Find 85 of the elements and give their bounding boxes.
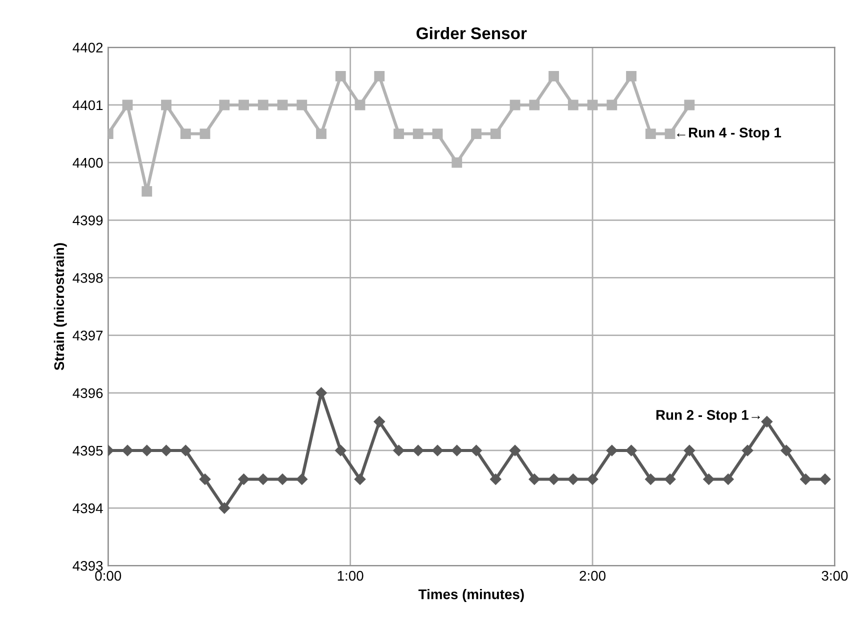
point (412, 128, 424, 139)
point (393, 444, 404, 456)
annotation: ←Run 4 - Stop 1 (677, 128, 782, 140)
point (471, 128, 482, 139)
y-tick-label: 4397 (72, 330, 103, 340)
point (742, 444, 754, 456)
x-tick-label: 2:00 (580, 570, 606, 581)
x-axis-title: Times (minutes) (418, 589, 524, 602)
point (470, 444, 482, 456)
point (122, 444, 134, 456)
point (141, 444, 152, 456)
point (412, 444, 424, 456)
point (374, 416, 385, 428)
point (432, 128, 443, 139)
x-tick-label: 0:00 (95, 570, 122, 581)
point (684, 100, 695, 110)
point (761, 416, 773, 428)
point (664, 128, 676, 139)
y-tick-label: 4393 (72, 560, 103, 571)
point (142, 186, 152, 197)
y-tick-label: 4398 (72, 273, 103, 283)
point (335, 70, 346, 82)
y-tick-label: 4395 (72, 446, 103, 456)
point (452, 157, 462, 168)
point (258, 100, 268, 110)
point (606, 100, 618, 110)
point (529, 100, 540, 110)
point (548, 474, 560, 485)
point (780, 444, 792, 456)
point (587, 100, 598, 110)
point (490, 128, 501, 139)
point (586, 474, 598, 485)
point (238, 474, 250, 485)
point (296, 474, 308, 485)
point (703, 474, 714, 485)
point (664, 474, 676, 485)
point (219, 100, 230, 110)
y-tick-label: 4401 (72, 100, 103, 110)
point (238, 100, 249, 110)
point (645, 474, 656, 485)
point (180, 444, 192, 456)
x-tick-label: 3:00 (822, 570, 848, 581)
point (722, 474, 734, 485)
point (626, 444, 637, 456)
chart-title: Girder Sensor (416, 26, 527, 40)
point (161, 100, 172, 110)
point (490, 474, 502, 485)
point (258, 474, 269, 485)
point (568, 100, 578, 110)
x-tick-label: 1:00 (338, 570, 364, 581)
point (645, 128, 656, 139)
point (296, 100, 308, 110)
point (626, 70, 636, 82)
point (122, 100, 133, 110)
point (394, 128, 404, 139)
y-tick-label: 4402 (72, 42, 103, 53)
point (277, 100, 288, 110)
annotation: Run 2 - Stop 1→ (656, 410, 760, 423)
point (354, 100, 366, 110)
point (509, 444, 521, 456)
point (218, 502, 230, 514)
point (335, 444, 346, 456)
y-tick-label: 4394 (72, 503, 103, 514)
y-tick-label: 4399 (72, 215, 103, 226)
point (354, 474, 366, 485)
point (510, 100, 520, 110)
point (432, 444, 444, 456)
point (800, 474, 812, 485)
point (548, 70, 559, 82)
point (316, 128, 326, 139)
point (819, 474, 831, 485)
point (180, 128, 191, 139)
point (684, 444, 696, 456)
point (199, 474, 211, 485)
y-axis-title: Strain (microstrain) (54, 243, 67, 370)
point (374, 70, 385, 82)
point (276, 474, 288, 485)
point (528, 474, 540, 485)
point (200, 128, 210, 139)
point (606, 444, 618, 456)
y-tick-label: 4396 (72, 388, 103, 398)
point (568, 474, 579, 485)
point (160, 444, 172, 456)
point (451, 444, 462, 456)
y-tick-label: 4400 (72, 158, 103, 168)
